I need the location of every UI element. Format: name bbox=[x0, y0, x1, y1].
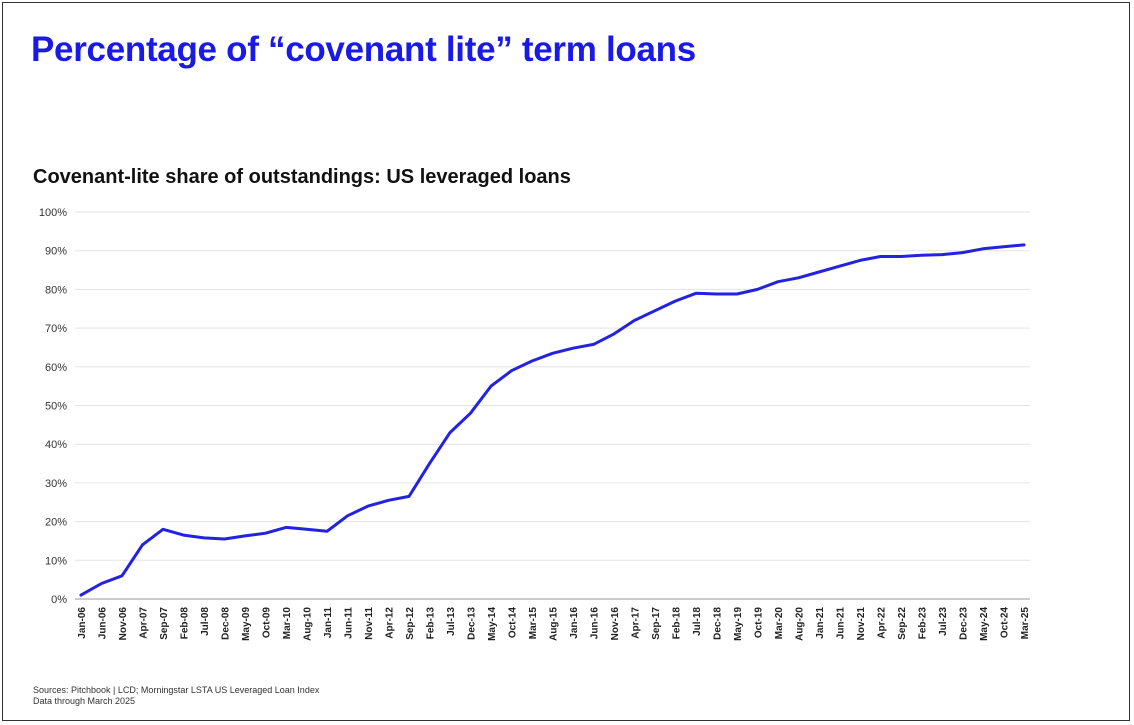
x-tick-label: Oct-09 bbox=[262, 607, 273, 639]
x-tick-label: Jul-08 bbox=[200, 607, 211, 636]
gridlines bbox=[75, 211, 1030, 561]
x-tick-label: May-14 bbox=[487, 607, 498, 641]
y-tick-label: 40% bbox=[45, 439, 67, 451]
x-tick-label: Feb-23 bbox=[918, 607, 929, 640]
x-tick-label: Jun-16 bbox=[590, 607, 601, 640]
y-axis-ticks: 0% 10% 20% 30% 40% 50% 60% 70% 80% 90% 100% bbox=[39, 207, 67, 606]
x-tick-label: Sep-07 bbox=[159, 607, 170, 640]
x-tick-label: May-09 bbox=[241, 607, 252, 641]
source-note: Sources: Pitchbook | LCD; Morningstar LS… bbox=[33, 685, 319, 707]
x-tick-label: Jul-13 bbox=[446, 607, 457, 636]
x-tick-label: Sep-12 bbox=[405, 607, 416, 640]
source-text: Sources: Pitchbook | LCD; Morningstar LS… bbox=[33, 685, 320, 695]
x-tick-label: Aug-20 bbox=[795, 607, 806, 641]
y-tick-label: 20% bbox=[45, 517, 67, 529]
y-tick-label: 90% bbox=[45, 246, 67, 258]
x-tick-label: Mar-25 bbox=[1020, 607, 1031, 640]
x-tick-label: Jul-23 bbox=[938, 607, 949, 636]
x-tick-label: Jun-21 bbox=[836, 607, 847, 640]
x-axis-ticks: Jan-06 Jun-06 Nov-06 Apr-07 Sep-07 Feb-08 Jul-… bbox=[77, 607, 1031, 641]
x-tick-label: Jan-21 bbox=[815, 607, 826, 639]
x-tick-label: Dec-23 bbox=[959, 607, 970, 640]
x-tick-label: May-19 bbox=[733, 607, 744, 641]
x-tick-label: Nov-16 bbox=[610, 607, 621, 641]
y-tick-label: 0% bbox=[51, 594, 67, 606]
x-tick-label: Feb-13 bbox=[426, 607, 437, 640]
chart-title: Covenant-lite share of outstandings: US … bbox=[33, 166, 571, 188]
x-tick-label: Dec-18 bbox=[713, 607, 724, 640]
y-tick-label: 30% bbox=[45, 478, 67, 490]
x-tick-label: Mar-20 bbox=[774, 607, 785, 640]
x-tick-label: Jan-16 bbox=[569, 607, 580, 639]
x-tick-label: Jun-06 bbox=[98, 607, 109, 640]
y-tick-label: 50% bbox=[45, 401, 67, 413]
x-tick-label: Sep-17 bbox=[651, 607, 662, 640]
x-tick-label: Apr-22 bbox=[877, 607, 888, 639]
series-layer bbox=[79, 243, 1026, 597]
x-tick-label: Sep-22 bbox=[897, 607, 908, 640]
line-chart: 0% 10% 20% 30% 40% 50% 60% 70% 80% 90% 100% Jan-06… bbox=[39, 207, 1031, 641]
x-tick-label: Oct-24 bbox=[1000, 607, 1011, 639]
x-tick-label: Feb-08 bbox=[180, 607, 191, 640]
x-tick-label: Oct-14 bbox=[508, 607, 519, 639]
x-tick-label: Feb-18 bbox=[672, 607, 683, 640]
data-through-text: Data through March 2025 bbox=[33, 696, 136, 706]
x-tick-label: Nov-06 bbox=[118, 607, 129, 641]
x-tick-label: Dec-13 bbox=[467, 607, 478, 640]
x-tick-label: Dec-08 bbox=[221, 607, 232, 640]
x-tick-label: Mar-10 bbox=[282, 607, 293, 640]
y-tick-label: 100% bbox=[39, 207, 67, 219]
x-tick-label: Jan-11 bbox=[323, 607, 334, 639]
x-tick-label: Jan-06 bbox=[77, 607, 88, 639]
y-tick-label: 60% bbox=[45, 362, 67, 374]
x-tick-label: Aug-10 bbox=[303, 607, 314, 641]
x-tick-label: Nov-21 bbox=[856, 607, 867, 641]
x-tick-label: Aug-15 bbox=[549, 607, 560, 641]
y-tick-label: 10% bbox=[45, 555, 67, 567]
x-tick-label: Apr-17 bbox=[631, 607, 642, 639]
x-tick-label: May-24 bbox=[979, 607, 990, 641]
x-tick-label: Apr-07 bbox=[139, 607, 150, 639]
x-tick-label: Oct-19 bbox=[754, 607, 765, 639]
x-tick-label: Apr-12 bbox=[385, 607, 396, 639]
x-tick-label: Jun-11 bbox=[344, 607, 355, 639]
page-title: Percentage of “covenant lite” term loans bbox=[31, 30, 696, 69]
x-tick-label: Jul-18 bbox=[692, 607, 703, 636]
y-tick-label: 80% bbox=[45, 284, 67, 296]
series-line bbox=[79, 243, 1026, 597]
x-tick-label: Mar-15 bbox=[528, 607, 539, 640]
x-tick-label: Nov-11 bbox=[364, 607, 375, 640]
y-tick-label: 70% bbox=[45, 323, 67, 335]
